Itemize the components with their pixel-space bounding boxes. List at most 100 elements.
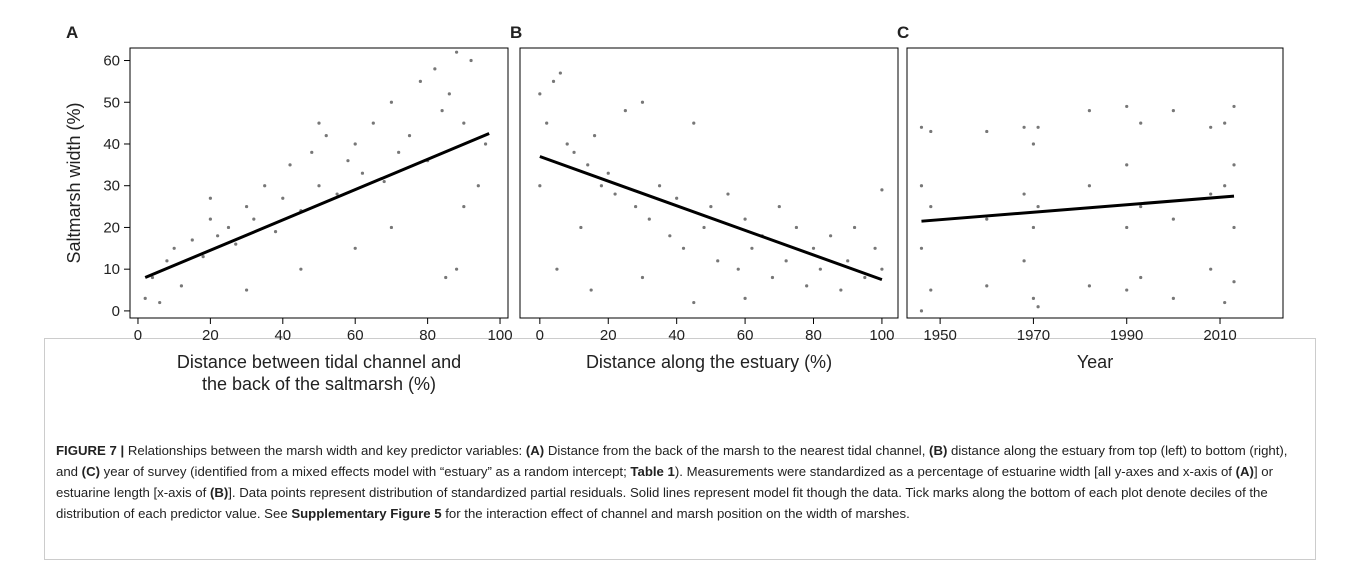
y-tick-label: 20	[103, 219, 120, 236]
x-tick-label: 60	[737, 327, 754, 344]
data-point	[1232, 225, 1236, 230]
data-point	[440, 108, 444, 113]
data-point	[226, 225, 231, 230]
data-point	[545, 121, 549, 125]
data-point	[579, 225, 583, 230]
data-point	[216, 234, 220, 238]
data-point	[551, 79, 556, 83]
data-point	[454, 267, 459, 271]
data-point	[1031, 225, 1036, 230]
y-tick-label: 30	[103, 178, 120, 195]
data-point	[784, 259, 788, 263]
x-tick-label: 60	[347, 327, 364, 344]
data-point	[1125, 163, 1129, 167]
data-point	[371, 121, 375, 125]
data-point	[709, 204, 713, 209]
data-point	[586, 163, 590, 167]
caption-text: Table 1	[630, 464, 675, 479]
caption-text: Distance from the back of the marsh to t…	[544, 443, 930, 458]
x-tick-label: 1950	[923, 327, 956, 344]
data-point	[462, 204, 466, 209]
data-point	[634, 204, 638, 209]
data-point	[299, 267, 303, 271]
y-tick-label: 10	[103, 261, 120, 278]
data-point	[606, 171, 610, 175]
data-point	[454, 50, 459, 54]
data-point	[1232, 163, 1236, 167]
data-point	[873, 246, 877, 250]
caption-text: (B)	[209, 485, 229, 500]
x-axis-label: Distance along the estuary (%)	[586, 352, 832, 372]
data-point	[929, 204, 933, 209]
data-point	[407, 134, 412, 138]
caption-text: ). Measurements were standardized as a p…	[674, 464, 1236, 479]
data-point	[1087, 108, 1092, 113]
data-point	[418, 79, 422, 83]
data-point	[1139, 204, 1143, 209]
data-point	[985, 129, 989, 134]
data-point	[317, 184, 321, 188]
caption-text: for the interaction effect of channel an…	[441, 506, 910, 521]
data-point	[880, 188, 884, 192]
data-point	[382, 179, 386, 184]
y-axis-label: Saltmarsh width (%)	[64, 102, 84, 263]
data-point	[208, 196, 212, 200]
data-point	[1209, 192, 1213, 196]
data-point	[985, 284, 989, 288]
data-point	[985, 217, 989, 221]
x-axis-label: Year	[1077, 352, 1113, 372]
caption-text: year of survey (identified from a mixed …	[99, 464, 631, 479]
data-point	[179, 284, 184, 288]
y-tick-label: 60	[103, 53, 120, 70]
data-point	[476, 184, 480, 188]
x-tick-label: 40	[274, 327, 291, 344]
data-point	[929, 288, 933, 292]
data-point	[201, 255, 205, 259]
data-point	[397, 150, 401, 154]
data-point	[1223, 300, 1227, 305]
data-point	[1087, 184, 1092, 188]
data-point	[462, 121, 466, 125]
data-point	[324, 134, 328, 138]
data-point	[668, 234, 672, 238]
x-tick-label: 100	[869, 327, 894, 344]
data-point	[288, 163, 292, 167]
figure: A 0 20 40 60 80 100 0 10 20 30 40 50 60 Distance betwe…	[64, 23, 1284, 394]
x-tick-label: 0	[536, 327, 544, 344]
data-point	[483, 142, 488, 146]
fit-line	[921, 194, 1235, 223]
data-point	[599, 184, 604, 188]
data-point	[353, 246, 357, 250]
x-tick-label: 1990	[1110, 327, 1143, 344]
data-point	[1209, 125, 1213, 129]
data-point	[1087, 284, 1092, 288]
data-point	[1139, 275, 1143, 280]
data-point	[702, 225, 706, 230]
data-point	[716, 259, 720, 263]
data-point	[919, 309, 924, 313]
data-point	[335, 192, 339, 196]
data-point	[1125, 104, 1129, 109]
x-tick-label: 0	[134, 327, 142, 344]
data-point	[158, 300, 162, 305]
data-point	[613, 192, 617, 196]
data-point	[640, 275, 645, 280]
data-point	[538, 92, 542, 96]
data-point	[647, 217, 651, 221]
data-point	[1223, 121, 1227, 125]
caption-text: ] or estuarine length [x-axis of	[56, 464, 1274, 500]
data-point	[234, 242, 238, 246]
data-point	[263, 184, 267, 188]
data-point	[681, 246, 686, 250]
data-point	[880, 267, 884, 271]
data-point	[1232, 280, 1236, 284]
data-point	[165, 259, 169, 263]
data-point	[736, 267, 740, 271]
data-point	[657, 184, 662, 188]
data-point	[172, 246, 176, 250]
data-point	[346, 159, 350, 163]
data-point	[444, 275, 448, 280]
data-point	[150, 275, 155, 280]
data-point	[743, 296, 747, 300]
y-tick-label: 0	[112, 303, 120, 320]
